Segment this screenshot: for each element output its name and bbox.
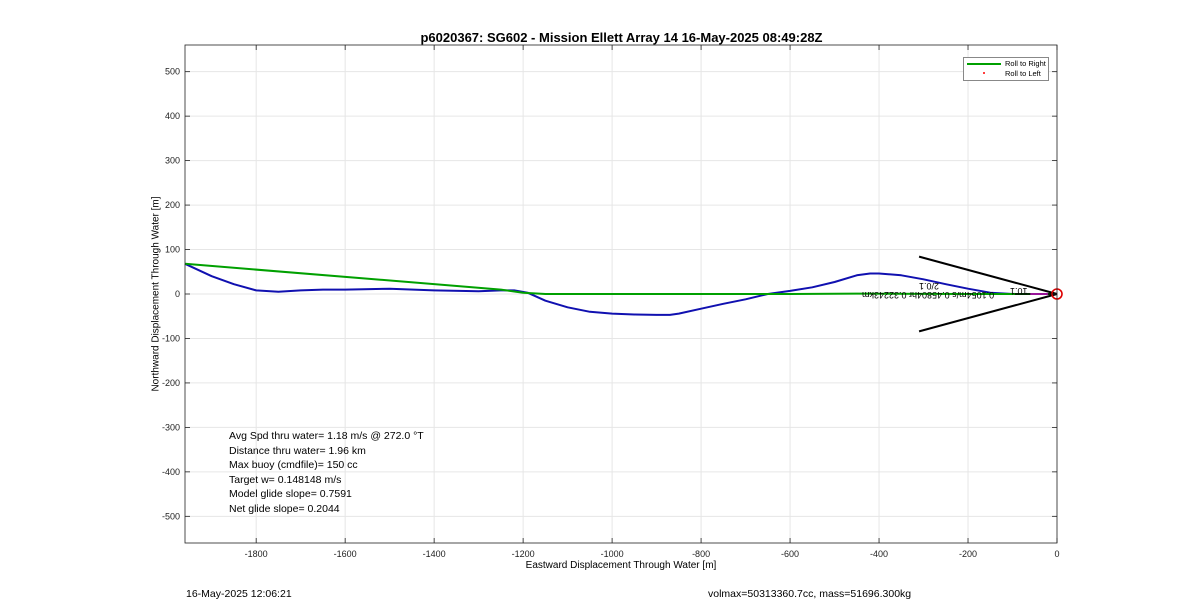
y-tick-label: -200 — [162, 378, 180, 388]
y-axis-label: Northward Displacement Through Water [m] — [150, 196, 162, 392]
x-tick-label: -1000 — [601, 549, 624, 559]
axes: -1800 -1600 -1400 -1200 -1000 -800 -600 -400 -20… — [162, 44, 1060, 559]
footer-timestamp: 16-May-2025 12:06:21 — [186, 588, 292, 600]
legend-label: Roll to Right — [1005, 59, 1046, 68]
y-tick-label: -400 — [162, 467, 180, 477]
roll-right-line — [184, 262, 1057, 295]
arrow-label-2: 0.1054m/s 0.45804hr 0.32243km — [862, 290, 995, 300]
x-axis-label: Eastward Displacement Through Water [m] — [525, 560, 717, 571]
y-tick-label: 100 — [165, 245, 180, 255]
legend-item-roll-right: Roll to Right — [967, 59, 1047, 69]
stat-line: Target w= 0.148148 m/s — [229, 473, 342, 486]
stat-line: Distance thru water= 1.96 km — [229, 444, 366, 457]
x-tick-label: -800 — [692, 549, 710, 559]
x-tick-label: 0 — [1054, 549, 1059, 559]
arrow-head-upper — [918, 255, 1058, 295]
arrow-head-lower — [918, 293, 1058, 333]
x-tick-label: -1600 — [334, 549, 357, 559]
chart-title: p6020367: SG602 - Mission Ellett Array 1… — [420, 30, 823, 45]
arrow-label-1: 10.1 — [1010, 286, 1028, 296]
y-tick-label: 200 — [165, 200, 180, 210]
stat-line: Max buoy (cmdfile)= 150 cc — [229, 459, 358, 471]
legend: Roll to Right Roll to Left — [963, 57, 1049, 81]
x-tick-label: -1400 — [423, 549, 446, 559]
legend-swatch-green — [967, 63, 1001, 65]
y-tick-label: -300 — [162, 422, 180, 432]
stat-line: Avg Spd thru water= 1.18 m/s @ 272.0 °T — [229, 430, 424, 442]
x-tick-label: -200 — [959, 549, 977, 559]
y-tick-label: 500 — [165, 67, 180, 77]
x-tick-label: -600 — [781, 549, 799, 559]
y-tick-label: -500 — [162, 511, 180, 521]
track-line — [184, 262, 1057, 316]
stat-line: Net glide slope= 0.2044 — [229, 502, 340, 515]
series-layer — [184, 255, 1063, 333]
legend-label: Roll to Left — [1005, 69, 1041, 78]
stats-annotation: Avg Spd thru water= 1.18 m/s @ 272.0 °T … — [229, 429, 424, 516]
y-tick-label: 0 — [175, 289, 180, 299]
x-tick-label: -1200 — [512, 549, 535, 559]
y-tick-label: 300 — [165, 156, 180, 166]
y-tick-label: -100 — [162, 333, 180, 343]
x-tick-label: -400 — [870, 549, 888, 559]
y-tick-label: 400 — [165, 111, 180, 121]
legend-item-roll-left: Roll to Left — [967, 69, 1047, 79]
stat-line: Model glide slope= 0.7591 — [229, 488, 352, 500]
x-tick-label: -1800 — [245, 549, 268, 559]
arrow-label-3: 2/0.1 — [919, 281, 940, 291]
footer-summary: volmax=50313360.7cc, mass=51696.300kg — [708, 588, 912, 600]
